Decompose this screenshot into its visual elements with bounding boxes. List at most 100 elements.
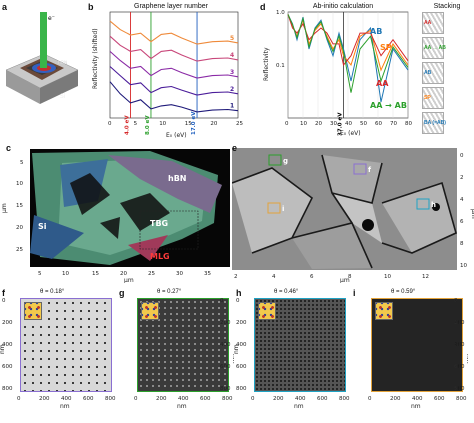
hbn-label-a: hBN (58, 60, 67, 66)
stacking-label: AA → AB (424, 45, 446, 51)
series-label-b-2: 2 (230, 86, 234, 93)
svg-text:10: 10 (460, 263, 467, 269)
svg-text:4: 4 (460, 197, 464, 203)
inset-x-tick: 400 (295, 396, 306, 402)
box-g-label: g (283, 157, 288, 165)
series-line-b-2 (109, 66, 239, 96)
inset-y-tick: 400 (2, 342, 13, 348)
svg-text:35: 35 (204, 271, 211, 277)
series-label-b-3: 3 (230, 69, 234, 76)
svg-text:6: 6 (460, 219, 464, 225)
inset-ylabel: nm (465, 354, 468, 364)
svg-text:0: 0 (460, 153, 464, 159)
x-tick-b: 0 (108, 121, 112, 127)
panel-b-title: Graphene layer number (134, 3, 208, 10)
panel-c: c hBN TBG Si MLG 5 10 15 20 25 5 10 15 20 25 30… (0, 143, 235, 284)
inset-xlabel: nm (294, 403, 304, 410)
panel-b-letter: b (88, 2, 94, 12)
curve-label-0: AB (370, 27, 382, 36)
inset-xlabel: nm (411, 403, 421, 410)
panel-e-xlabel: μm (340, 277, 350, 283)
marker-label-d: 37.0 eV (338, 112, 344, 136)
svg-text:10: 10 (384, 274, 391, 280)
panel-c-ylabel: μm (1, 203, 8, 213)
box-i (267, 202, 281, 214)
inset-xlabel: nm (60, 403, 70, 410)
x-tick-d: 70 (390, 121, 397, 127)
x-tick-b: 15 (185, 121, 192, 127)
beam-label: e⁻ (48, 15, 55, 22)
svg-text:2: 2 (234, 274, 238, 280)
inset-y-tick: 600 (236, 364, 247, 370)
y-tick-d: 0.1 (276, 63, 285, 69)
panel-c-xlabel: μm (124, 277, 134, 283)
panel-e-ylabel: μm (470, 209, 474, 219)
inset-x-tick: 400 (178, 396, 189, 402)
stacking-legend: Stacking AA AA → AB AB SP BA (=AB) (420, 0, 474, 140)
inset-x-tick: 400 (61, 396, 72, 402)
chart-b: 4.0 eV 8.0 eV 17.0 eV 1 2 3 4 5 0 5 10 15 20 25 E₀ (eV… (92, 11, 243, 139)
inset-x-tick: 800 (222, 396, 233, 402)
inset-x-tick: 400 (412, 396, 423, 402)
inset-y-tick: 200 (454, 320, 465, 326)
stacking-tile: AA → AB (422, 37, 446, 59)
series-label-b-4: 4 (230, 52, 234, 59)
x-tick-d: 0 (285, 121, 289, 127)
panel-c-letter: c (6, 143, 12, 153)
inset-x-tick: 800 (105, 396, 116, 402)
inset-letter: i (353, 288, 356, 298)
inset-x-tick: 800 (339, 396, 350, 402)
inset-x-tick: 200 (273, 396, 284, 402)
inset-x-tick: 0 (368, 396, 372, 402)
inset-x-tick: 600 (83, 396, 94, 402)
inset-theta: θ = 0.59° (391, 289, 416, 295)
marker-label-b-1: 8.0 eV (145, 115, 151, 135)
panel-d-title: Ab-initio calculation (312, 3, 374, 10)
box-g (268, 154, 282, 166)
series-line-d-2 (287, 14, 409, 67)
y-tick-d: 1.0 (276, 10, 285, 16)
x-tick-d: 80 (405, 121, 412, 127)
inset-x-tick: 200 (39, 396, 50, 402)
svg-text:10: 10 (16, 181, 23, 187)
curve-label-2: AA (376, 79, 389, 88)
inset-theta: θ = 0.27° (157, 289, 182, 295)
series-line-b-1 (109, 81, 239, 113)
inset-letter: f (2, 288, 5, 298)
panel-c-image: hBN TBG Si MLG 5 10 15 20 25 5 10 15 20 25 30 3… (1, 149, 230, 284)
stacking-label: AA (424, 20, 432, 26)
svg-text:20: 20 (120, 271, 127, 277)
stacking-tile: BA (=AB) (422, 112, 446, 134)
inset-x-tick: 600 (317, 396, 328, 402)
series-label-b-5: 5 (230, 35, 234, 42)
inset-image (20, 298, 112, 392)
inset-panel-i: i θ = 0.59° 0 0 200 200 400 400 600 600 800 800 nm nm (351, 288, 468, 423)
box-h-label: h (431, 201, 436, 209)
stacking-title: Stacking (433, 3, 461, 10)
svg-text:5: 5 (38, 271, 42, 277)
inset-y-tick: 600 (454, 364, 465, 370)
svg-text:20: 20 (16, 225, 23, 231)
x-tick-b: 5 (134, 121, 138, 127)
panel-d: d Ab-initio calculation 0 10 20 30 40 50 60 70 8… (258, 0, 420, 140)
inset-ylabel: nm (231, 354, 234, 364)
inset-letter: g (119, 288, 125, 298)
inset-x-tick: 800 (456, 396, 467, 402)
inset-y-tick: 0 (236, 298, 240, 304)
curve-label-1: SP (380, 43, 392, 52)
x-tick-d: 20 (315, 121, 322, 127)
marker-label-b-2: 17.0 eV (191, 111, 197, 135)
inset-image (137, 298, 229, 392)
panel-e-letter: e (232, 143, 238, 153)
series-line-b-4 (109, 35, 239, 62)
inset-y-tick: 400 (220, 342, 231, 348)
svg-text:4: 4 (272, 274, 276, 280)
si-label-c: Si (38, 222, 47, 231)
chart-d-ylabel: Reflectivity (263, 47, 270, 81)
inset-y-tick: 0 (220, 298, 224, 304)
svg-text:25: 25 (148, 271, 155, 277)
